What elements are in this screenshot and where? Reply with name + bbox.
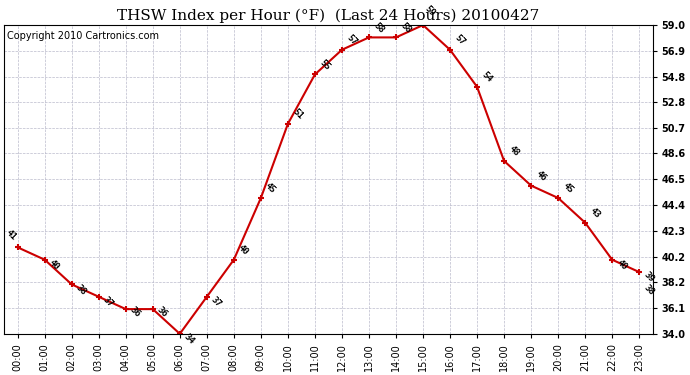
Text: 37: 37 [210, 295, 224, 309]
Text: 59: 59 [423, 4, 437, 18]
Text: 34: 34 [183, 332, 197, 346]
Text: 45: 45 [561, 182, 575, 195]
Text: Copyright 2010 Cartronics.com: Copyright 2010 Cartronics.com [8, 31, 159, 41]
Text: 58: 58 [372, 21, 386, 35]
Text: 51: 51 [290, 107, 304, 122]
Text: 43: 43 [588, 206, 602, 220]
Text: 54: 54 [480, 70, 494, 84]
Text: 40: 40 [48, 258, 61, 272]
Text: 41: 41 [4, 228, 18, 242]
Text: 36: 36 [155, 305, 170, 319]
Text: 55: 55 [317, 58, 332, 72]
Text: 40: 40 [237, 243, 250, 257]
Text: 36: 36 [128, 305, 142, 319]
Title: THSW Index per Hour (°F)  (Last 24 Hours) 20100427: THSW Index per Hour (°F) (Last 24 Hours)… [117, 8, 540, 22]
Text: 39: 39 [642, 270, 656, 284]
Text: 37: 37 [101, 295, 115, 309]
Text: 57: 57 [344, 33, 359, 47]
Text: 38: 38 [642, 283, 656, 297]
Text: 46: 46 [534, 169, 548, 183]
Text: 48: 48 [506, 144, 521, 159]
Text: 57: 57 [453, 33, 466, 47]
Text: 40: 40 [615, 258, 629, 272]
Text: 38: 38 [75, 283, 88, 297]
Text: 45: 45 [264, 182, 277, 195]
Text: 58: 58 [399, 21, 413, 35]
